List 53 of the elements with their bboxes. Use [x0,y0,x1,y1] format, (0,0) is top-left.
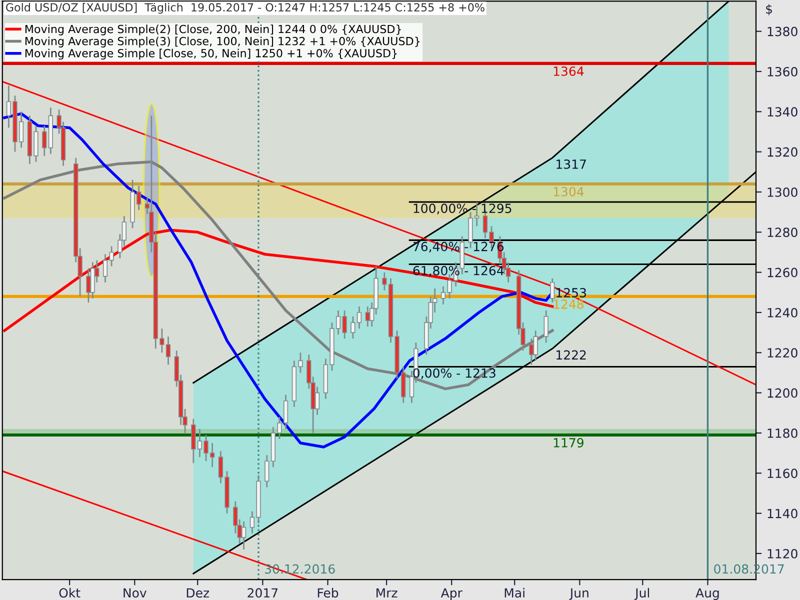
ref-line-label: 1248 [554,299,584,309]
candlestick [533,330,538,362]
x-tick-label: Okt [59,588,80,598]
ref-line-label: 1304 [554,186,584,196]
x-tick-label: Jul [634,588,650,600]
y-tick-label: 1240 [768,308,798,318]
candlestick [42,125,47,157]
legend-label: Moving Average Simple [Close, 50, Nein] 1250 +1 +0% {XAUUSD} [25,48,397,60]
y-tick-label: 1340 [768,107,798,117]
annotation: 0,00% - 1213 [413,368,496,380]
line-series [3,228,554,332]
y-tick-label: 1280 [768,228,798,238]
x-tick-label: Dez [186,588,210,598]
x-tick-label: Jun [569,588,588,600]
candlestick [102,254,108,284]
x-tick-label: 2017 [248,588,278,598]
annotation: 1222 [556,350,586,360]
y-tick-label: 1300 [768,187,798,197]
candlestick [264,454,270,488]
y-tick-label: 1360 [768,66,798,76]
ref-line-label: 1179 [554,438,584,448]
candlestick [109,246,114,267]
x-tick-label: Mai [504,588,524,598]
candlestick [342,310,347,340]
candlestick [529,338,534,366]
candlestick [314,386,320,416]
y-tick-label: 1320 [768,147,798,157]
y-tick-label: 1200 [768,388,798,398]
y-tick-label: 1220 [768,348,798,358]
x-tick-label: Mrz [376,588,398,598]
legend-label: Moving Average Simple(3) [Close, 100, Nein] 1232 +1 +0% {XAUUSD} [25,36,420,48]
candlestick [241,520,246,550]
chart-title: Gold USD/OZ [XAUUSD] Täglich 19.05.2017 - O:1247 H:1257 L:1245 C:1255 +8 +0% [6,2,484,14]
y-tick-label: 1380 [768,26,798,36]
annotation: 1317 [556,159,586,169]
candlestick [550,278,555,304]
y-tick-label: 1180 [768,428,798,438]
y-tick-label: 1140 [768,508,798,518]
x-tick-label: Apr [440,588,462,600]
legend-label: Moving Average Simple(2) [Close, 200, Nein] 1244 0 0% {XAUUSD} [25,24,401,36]
x-tick-label: Aug [696,588,719,600]
ref-line-label: 1364 [554,66,584,76]
y-axis-title: $ [766,4,772,16]
x-tick-label: Feb [318,588,338,598]
annotation: 100,00% - 1295 [414,204,512,214]
y-tick-label: 1260 [768,268,798,278]
candlestick [544,310,548,344]
x-tick-label: Nov [124,588,146,598]
y-tick-label: 1120 [768,548,798,558]
candlestick [86,268,91,304]
y-tick-label: 1160 [768,468,798,478]
annotation: 61,80% - 1264 [413,266,504,277]
candlestick [166,336,171,366]
